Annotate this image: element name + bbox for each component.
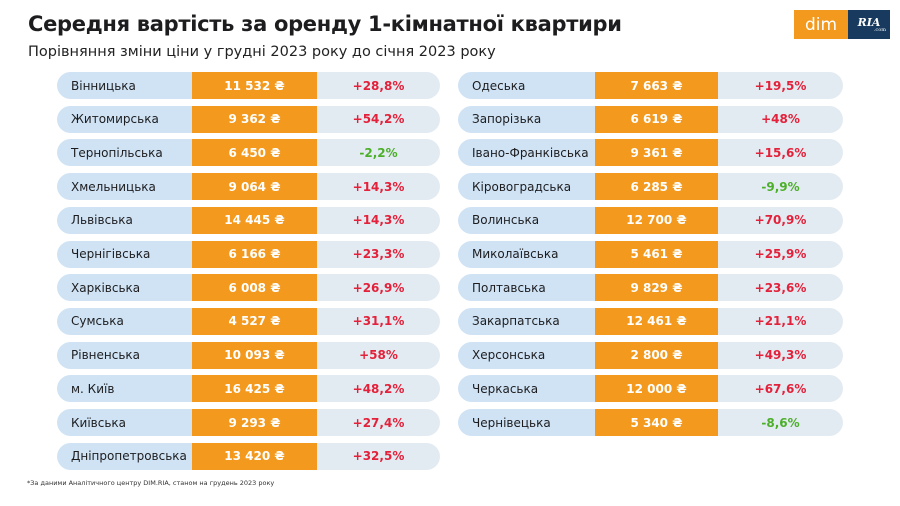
region-name: Полтавська [458, 274, 595, 302]
rent-price: 13 420 ₴ [192, 442, 317, 470]
logo-ria: RIA .com [848, 10, 890, 39]
region-name: Львівська [57, 206, 192, 234]
region-name: м. Київ [57, 375, 192, 403]
region-name: Запорізька [458, 105, 595, 133]
price-change: +19,5% [718, 72, 843, 99]
rent-price: 4 527 ₴ [192, 307, 317, 335]
price-change: +14,3% [317, 173, 440, 201]
region-name: Київська [57, 409, 192, 436]
price-change: +31,1% [317, 307, 440, 335]
table-row: Сумська 4 527 ₴ +31,1% [57, 307, 440, 335]
rent-price: 2 800 ₴ [595, 341, 718, 369]
table-row: Івано-Франківська 9 361 ₴ +15,6% [458, 139, 843, 167]
price-change: +25,9% [718, 240, 843, 268]
rent-price: 6 166 ₴ [192, 240, 317, 268]
rent-price: 9 064 ₴ [192, 173, 317, 201]
price-change: +67,6% [718, 375, 843, 403]
table-row: Львівська 14 445 ₴ +14,3% [57, 206, 440, 234]
table-row: Черкаська 12 000 ₴ +67,6% [458, 375, 843, 403]
price-change: +27,4% [317, 409, 440, 436]
rent-price: 12 000 ₴ [595, 375, 718, 403]
table-row: Дніпропетровська 13 420 ₴ +32,5% [57, 442, 440, 470]
region-name: Рівненська [57, 341, 192, 369]
page-subtitle: Порівняння зміни ціни у грудні 2023 року… [28, 44, 496, 60]
price-change: +54,2% [317, 105, 440, 133]
table-row: Житомирська 9 362 ₴ +54,2% [57, 105, 440, 133]
table-row: Волинська 12 700 ₴ +70,9% [458, 206, 843, 234]
price-change: +32,5% [317, 442, 440, 470]
rent-price: 6 619 ₴ [595, 105, 718, 133]
table-row: Полтавська 9 829 ₴ +23,6% [458, 274, 843, 302]
region-name: Сумська [57, 307, 192, 335]
rent-price: 9 829 ₴ [595, 274, 718, 302]
price-change: -9,9% [718, 173, 843, 201]
region-name: Вінницька [57, 72, 192, 99]
region-name: Харківська [57, 274, 192, 302]
page-title: Середня вартість за оренду 1-кімнатної к… [28, 12, 622, 36]
price-change: -2,2% [317, 139, 440, 167]
region-name: Кіровоградська [458, 173, 595, 201]
footnote: *За даними Аналітичного центру DIM.RIA, … [27, 479, 275, 487]
table-row: Закарпатська 12 461 ₴ +21,1% [458, 307, 843, 335]
rent-price: 10 093 ₴ [192, 341, 317, 369]
price-change: +58% [317, 341, 440, 369]
rent-price: 5 461 ₴ [595, 240, 718, 268]
table-row: Херсонська 2 800 ₴ +49,3% [458, 341, 843, 369]
table-row: Хмельницька 9 064 ₴ +14,3% [57, 173, 440, 201]
table-row: Вінницька 11 532 ₴ +28,8% [57, 72, 440, 99]
region-name: Миколаївська [458, 240, 595, 268]
region-name: Чернівецька [458, 409, 595, 436]
table-row: Чернівецька 5 340 ₴ -8,6% [458, 409, 843, 436]
rent-price: 6 285 ₴ [595, 173, 718, 201]
price-change: +14,3% [317, 206, 440, 234]
region-name: Черкаська [458, 375, 595, 403]
table-row: Харківська 6 008 ₴ +26,9% [57, 274, 440, 302]
region-name: Закарпатська [458, 307, 595, 335]
region-name: Івано-Франківська [458, 139, 595, 167]
rent-price: 5 340 ₴ [595, 409, 718, 436]
price-change: +49,3% [718, 341, 843, 369]
region-name: Тернопільська [57, 139, 192, 167]
price-change: +23,6% [718, 274, 843, 302]
table-row: Рівненська 10 093 ₴ +58% [57, 341, 440, 369]
rent-price: 6 008 ₴ [192, 274, 317, 302]
region-name: Чернігівська [57, 240, 192, 268]
region-name: Хмельницька [57, 173, 192, 201]
region-name: Херсонська [458, 341, 595, 369]
rent-price: 6 450 ₴ [192, 139, 317, 167]
table-row: Запорізька 6 619 ₴ +48% [458, 105, 843, 133]
price-change: +21,1% [718, 307, 843, 335]
table-row: м. Київ 16 425 ₴ +48,2% [57, 375, 440, 403]
region-name: Одеська [458, 72, 595, 99]
price-change: +70,9% [718, 206, 843, 234]
rent-price: 9 362 ₴ [192, 105, 317, 133]
rent-price: 9 293 ₴ [192, 409, 317, 436]
price-change: +26,9% [317, 274, 440, 302]
rent-price: 7 663 ₴ [595, 72, 718, 99]
price-change: +48,2% [317, 375, 440, 403]
price-change: +48% [718, 105, 843, 133]
price-change: -8,6% [718, 409, 843, 436]
table-row: Чернігівська 6 166 ₴ +23,3% [57, 240, 440, 268]
rent-price: 9 361 ₴ [595, 139, 718, 167]
table-row: Одеська 7 663 ₴ +19,5% [458, 72, 843, 99]
rent-price: 12 461 ₴ [595, 307, 718, 335]
region-name: Житомирська [57, 105, 192, 133]
rent-price: 14 445 ₴ [192, 206, 317, 234]
dim-ria-logo: dim RIA .com [794, 10, 890, 39]
rent-price: 12 700 ₴ [595, 206, 718, 234]
region-name: Дніпропетровська [57, 442, 192, 470]
price-change: +15,6% [718, 139, 843, 167]
region-name: Волинська [458, 206, 595, 234]
rent-price: 11 532 ₴ [192, 72, 317, 99]
price-change: +28,8% [317, 72, 440, 99]
table-row: Тернопільська 6 450 ₴ -2,2% [57, 139, 440, 167]
logo-dim: dim [794, 10, 848, 39]
table-row: Кіровоградська 6 285 ₴ -9,9% [458, 173, 843, 201]
rent-price: 16 425 ₴ [192, 375, 317, 403]
table-row: Миколаївська 5 461 ₴ +25,9% [458, 240, 843, 268]
price-change: +23,3% [317, 240, 440, 268]
table-row: Київська 9 293 ₴ +27,4% [57, 409, 440, 436]
